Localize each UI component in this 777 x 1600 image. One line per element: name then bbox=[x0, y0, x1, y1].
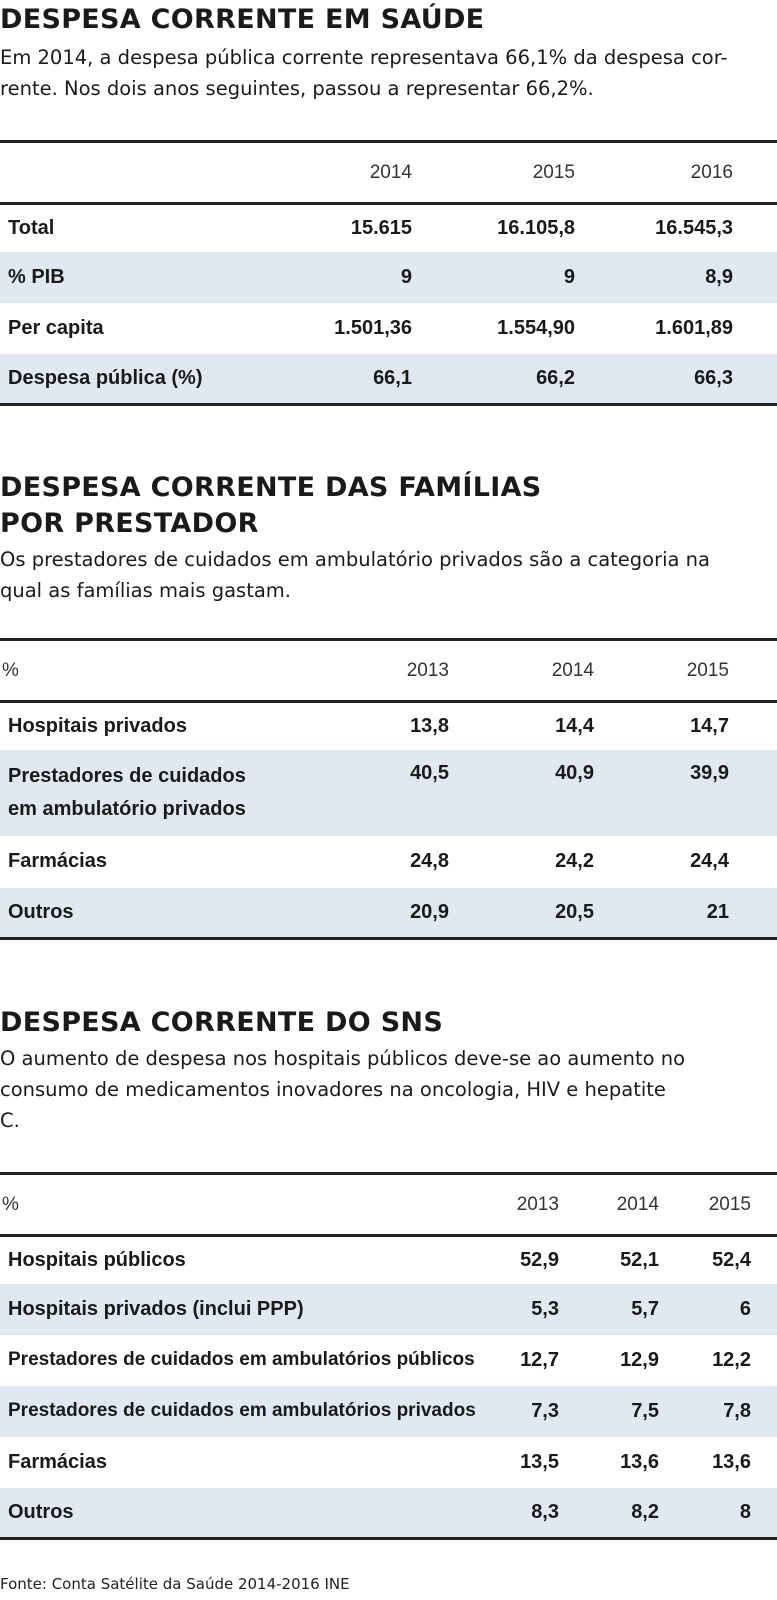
table-row: Hospitais privados (inclui PPP) 5,3 5,7 … bbox=[0, 1283, 777, 1335]
table-row: % PIB 9 9 8,9 bbox=[0, 251, 777, 303]
section-title: DESPESA CORRENTE DO SNS bbox=[0, 1007, 444, 1038]
table-row: Despesa pública (%) 66,1 66,2 66,3 bbox=[0, 353, 777, 405]
cell-value: 66,2 bbox=[413, 353, 576, 405]
table-row: Prestadores de cuidados em ambulatórios … bbox=[0, 1385, 777, 1437]
source-note: Fonte: Conta Satélite da Saúde 2014-2016… bbox=[0, 1575, 350, 1593]
row-label: Hospitais públicos bbox=[8, 1248, 186, 1271]
header-col: 2014 bbox=[450, 639, 595, 703]
table-row: Prestadores de cuidados em ambulatório p… bbox=[0, 749, 777, 836]
cell-value: 7,3 bbox=[495, 1385, 560, 1437]
section-title: DESPESA CORRENTE EM SAÚDE bbox=[0, 4, 485, 35]
table-row: Farmácias 24,8 24,2 24,4 bbox=[0, 836, 777, 888]
row-label: Outros bbox=[0, 1487, 495, 1539]
cell-value: 5,7 bbox=[560, 1283, 660, 1335]
cell-value: 9 bbox=[265, 251, 413, 303]
table-despesa-familias: % 2013 2014 2015 Hospitais privados 13,8… bbox=[0, 638, 777, 940]
cell-value: 15.615 bbox=[350, 216, 412, 239]
table-header-row: 2014 2015 2016 bbox=[0, 141, 777, 205]
row-label: Prestadores de cuidados em ambulatórios … bbox=[0, 1385, 495, 1437]
cell-value: 14,4 bbox=[555, 714, 594, 737]
table-row: Total 15.615 16.105,8 16.545,3 bbox=[0, 204, 777, 252]
section-despesa-corrente-saude: DESPESA CORRENTE EM SAÚDE Em 2014, a des… bbox=[0, 2, 777, 104]
cell-value: 24,4 bbox=[690, 850, 729, 872]
cell-value: 20,9 bbox=[305, 887, 450, 939]
cell-value: 39,9 bbox=[595, 749, 730, 836]
cell-value: 8,9 bbox=[576, 251, 734, 303]
table-row: Per capita 1.501,36 1.554,90 1.601,89 bbox=[0, 303, 777, 354]
table-despesa-sns: % 2013 2014 2015 Hospitais públicos 52,9… bbox=[0, 1172, 777, 1540]
section-lede: O aumento de despesa nos hospitais públi… bbox=[0, 1047, 686, 1132]
row-label: Hospitais privados (inclui PPP) bbox=[0, 1283, 495, 1335]
section-title: DESPESA CORRENTE DAS FAMÍLIAS POR PRESTA… bbox=[0, 472, 542, 539]
table-row: Hospitais públicos 52,9 52,1 52,4 bbox=[0, 1236, 777, 1284]
section-despesa-familias: DESPESA CORRENTE DAS FAMÍLIAS POR PRESTA… bbox=[0, 470, 777, 606]
cell-value: 52,4 bbox=[712, 1248, 751, 1271]
cell-value: 40,5 bbox=[305, 749, 450, 836]
table-row: Prestadores de cuidados em ambulatórios … bbox=[0, 1335, 777, 1386]
cell-value: 7,8 bbox=[660, 1385, 752, 1437]
header-col: 2013 bbox=[305, 639, 450, 703]
cell-value: 12,2 bbox=[712, 1348, 751, 1371]
cell-value: 21 bbox=[595, 887, 730, 939]
table-row: Farmácias 13,5 13,6 13,6 bbox=[0, 1437, 777, 1488]
cell-value: 12,9 bbox=[620, 1348, 659, 1371]
row-label: Prestadores de cuidados em ambulatório p… bbox=[0, 749, 305, 836]
section-despesa-sns: DESPESA CORRENTE DO SNS O aumento de des… bbox=[0, 1005, 777, 1136]
cell-value: 9 bbox=[413, 251, 576, 303]
cell-value: 24,8 bbox=[410, 850, 449, 872]
cell-value: 1.501,36 bbox=[334, 316, 412, 339]
header-unit: % bbox=[0, 1173, 495, 1237]
header-col: 2015 bbox=[413, 141, 576, 205]
cell-value: 13,5 bbox=[520, 1450, 559, 1473]
row-label: Total bbox=[8, 216, 55, 239]
row-label: Prestadores de cuidados em ambulatórios … bbox=[8, 1349, 475, 1370]
cell-value: 24,2 bbox=[555, 850, 594, 872]
header-col: 2015 bbox=[595, 639, 730, 703]
table-header-row: % 2013 2014 2015 bbox=[0, 639, 777, 703]
cell-value: 14,7 bbox=[690, 714, 729, 737]
cell-value: 13,8 bbox=[410, 714, 449, 737]
cell-value: 52,1 bbox=[620, 1248, 659, 1271]
cell-value: 1.601,89 bbox=[655, 316, 733, 339]
header-col: 2015 bbox=[660, 1173, 752, 1237]
cell-value: 16.545,3 bbox=[655, 216, 733, 239]
header-unit bbox=[0, 141, 265, 205]
table-header-row: % 2013 2014 2015 bbox=[0, 1173, 777, 1237]
cell-value: 13,6 bbox=[620, 1450, 659, 1473]
row-label: Per capita bbox=[8, 316, 104, 339]
header-col: 2016 bbox=[576, 141, 734, 205]
cell-value: 16.105,8 bbox=[497, 216, 575, 239]
cell-value: 40,9 bbox=[450, 749, 595, 836]
header-col: 2013 bbox=[495, 1173, 560, 1237]
table-row: Outros 8,3 8,2 8 bbox=[0, 1487, 777, 1539]
cell-value: 7,5 bbox=[560, 1385, 660, 1437]
row-label: Farmácias bbox=[8, 1450, 107, 1473]
table-row: Hospitais privados 13,8 14,4 14,7 bbox=[0, 702, 777, 750]
cell-value: 8 bbox=[660, 1487, 752, 1539]
header-col: 2014 bbox=[265, 141, 413, 205]
row-label: % PIB bbox=[0, 251, 265, 303]
header-unit: % bbox=[0, 639, 305, 703]
section-lede: Os prestadores de cuidados em ambulatóri… bbox=[0, 548, 710, 602]
cell-value: 6 bbox=[660, 1283, 752, 1335]
cell-value: 1.554,90 bbox=[497, 316, 575, 339]
cell-value: 12,7 bbox=[520, 1348, 559, 1371]
cell-value: 8,3 bbox=[495, 1487, 560, 1539]
row-label: Outros bbox=[0, 887, 305, 939]
cell-value: 13,6 bbox=[712, 1450, 751, 1473]
row-label: Farmácias bbox=[8, 850, 107, 872]
row-label: Despesa pública (%) bbox=[0, 353, 265, 405]
header-col: 2014 bbox=[560, 1173, 660, 1237]
section-lede: Em 2014, a despesa pública corrente repr… bbox=[0, 46, 728, 100]
cell-value: 52,9 bbox=[520, 1248, 559, 1271]
cell-value: 8,2 bbox=[560, 1487, 660, 1539]
cell-value: 20,5 bbox=[450, 887, 595, 939]
table-row: Outros 20,9 20,5 21 bbox=[0, 887, 777, 939]
row-label: Hospitais privados bbox=[8, 714, 187, 737]
cell-value: 66,1 bbox=[265, 353, 413, 405]
table-despesa-corrente-saude: 2014 2015 2016 Total 15.615 16.105,8 16.… bbox=[0, 140, 777, 406]
cell-value: 66,3 bbox=[576, 353, 734, 405]
cell-value: 5,3 bbox=[495, 1283, 560, 1335]
